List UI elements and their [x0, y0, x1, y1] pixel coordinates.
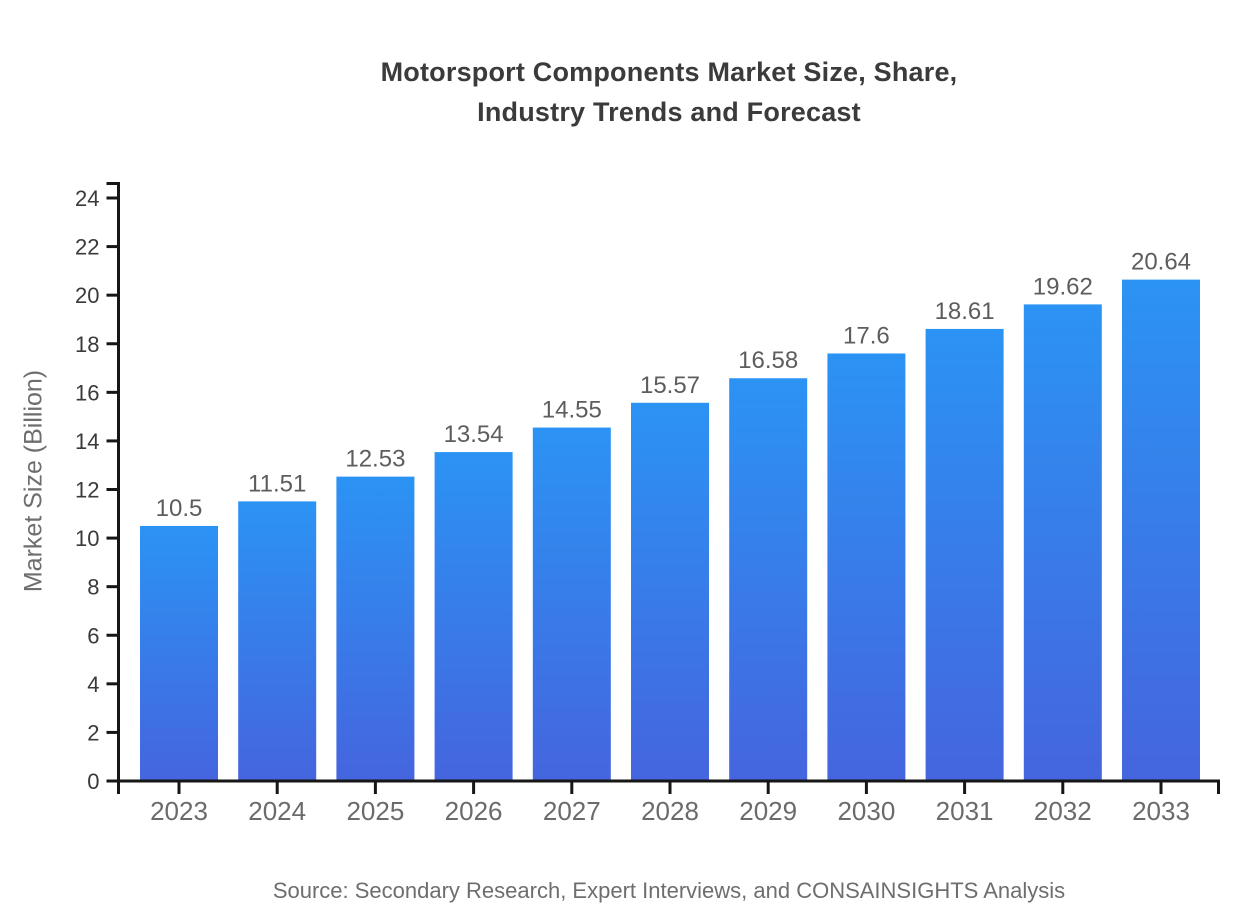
bar-value-label-2028: 15.57: [640, 372, 700, 399]
y-tick-label-0: 0: [87, 769, 99, 794]
chart-title-line-2: Industry Trends and Forecast: [477, 97, 861, 127]
bar-2023: [140, 525, 218, 781]
bar-2026: [434, 452, 513, 781]
bar-2024: [238, 501, 317, 781]
x-tick-label-2026: 2026: [445, 796, 503, 826]
bar-value-label-2030: 17.6: [843, 322, 890, 349]
source-note: Source: Secondary Research, Expert Inter…: [272, 878, 1066, 903]
x-tick-label-2030: 2030: [837, 796, 895, 826]
bar-value-label-2027: 14.55: [542, 397, 602, 424]
x-tick-label-2028: 2028: [641, 796, 699, 826]
y-tick-label-14: 14: [75, 429, 99, 454]
bar-value-label-2026: 13.54: [444, 421, 504, 448]
chart-title: Motorsport Components Market Size, Share…: [118, 52, 1220, 132]
y-tick-label-8: 8: [87, 575, 99, 600]
y-tick-label-12: 12: [75, 478, 99, 503]
y-tick-label-24: 24: [75, 186, 99, 211]
x-tick-label-2033: 2033: [1132, 796, 1190, 826]
bar-2031: [925, 328, 1004, 781]
x-tick-label-2032: 2032: [1034, 796, 1092, 826]
y-tick-label-2: 2: [87, 720, 99, 745]
bar-2029: [729, 378, 808, 781]
bar-value-label-2031: 18.61: [935, 298, 995, 325]
x-tick-label-2031: 2031: [936, 796, 994, 826]
bar-value-label-2024: 11.51: [248, 470, 306, 497]
bar-2027: [532, 427, 611, 781]
x-tick-label-2023: 2023: [150, 796, 208, 826]
x-tick-label-2025: 2025: [346, 796, 404, 826]
bar-value-label-2029: 16.58: [738, 347, 798, 374]
y-tick-label-18: 18: [75, 332, 99, 357]
chart-title-line-1: Motorsport Components Market Size, Share…: [380, 57, 958, 87]
y-tick-label-16: 16: [75, 380, 99, 405]
y-tick-label-6: 6: [87, 623, 99, 648]
bar-value-label-2023: 10.5: [156, 495, 203, 522]
bar-2033: [1122, 279, 1200, 781]
bar-2032: [1023, 304, 1102, 781]
bar-value-label-2025: 12.53: [345, 446, 405, 473]
y-tick-label-20: 20: [75, 283, 99, 308]
x-tick-label-2024: 2024: [248, 796, 306, 826]
bar-value-label-2032: 19.62: [1033, 273, 1093, 300]
x-tick-label-2027: 2027: [543, 796, 601, 826]
y-tick-label-4: 4: [87, 672, 99, 697]
bar-2025: [336, 476, 415, 781]
bar-value-label-2033: 20.64: [1131, 249, 1191, 276]
x-tick-label-2029: 2029: [739, 796, 797, 826]
bar-2030: [827, 353, 906, 781]
y-tick-label-10: 10: [75, 526, 99, 551]
bar-2028: [631, 402, 709, 781]
y-tick-label-22: 22: [75, 235, 99, 260]
